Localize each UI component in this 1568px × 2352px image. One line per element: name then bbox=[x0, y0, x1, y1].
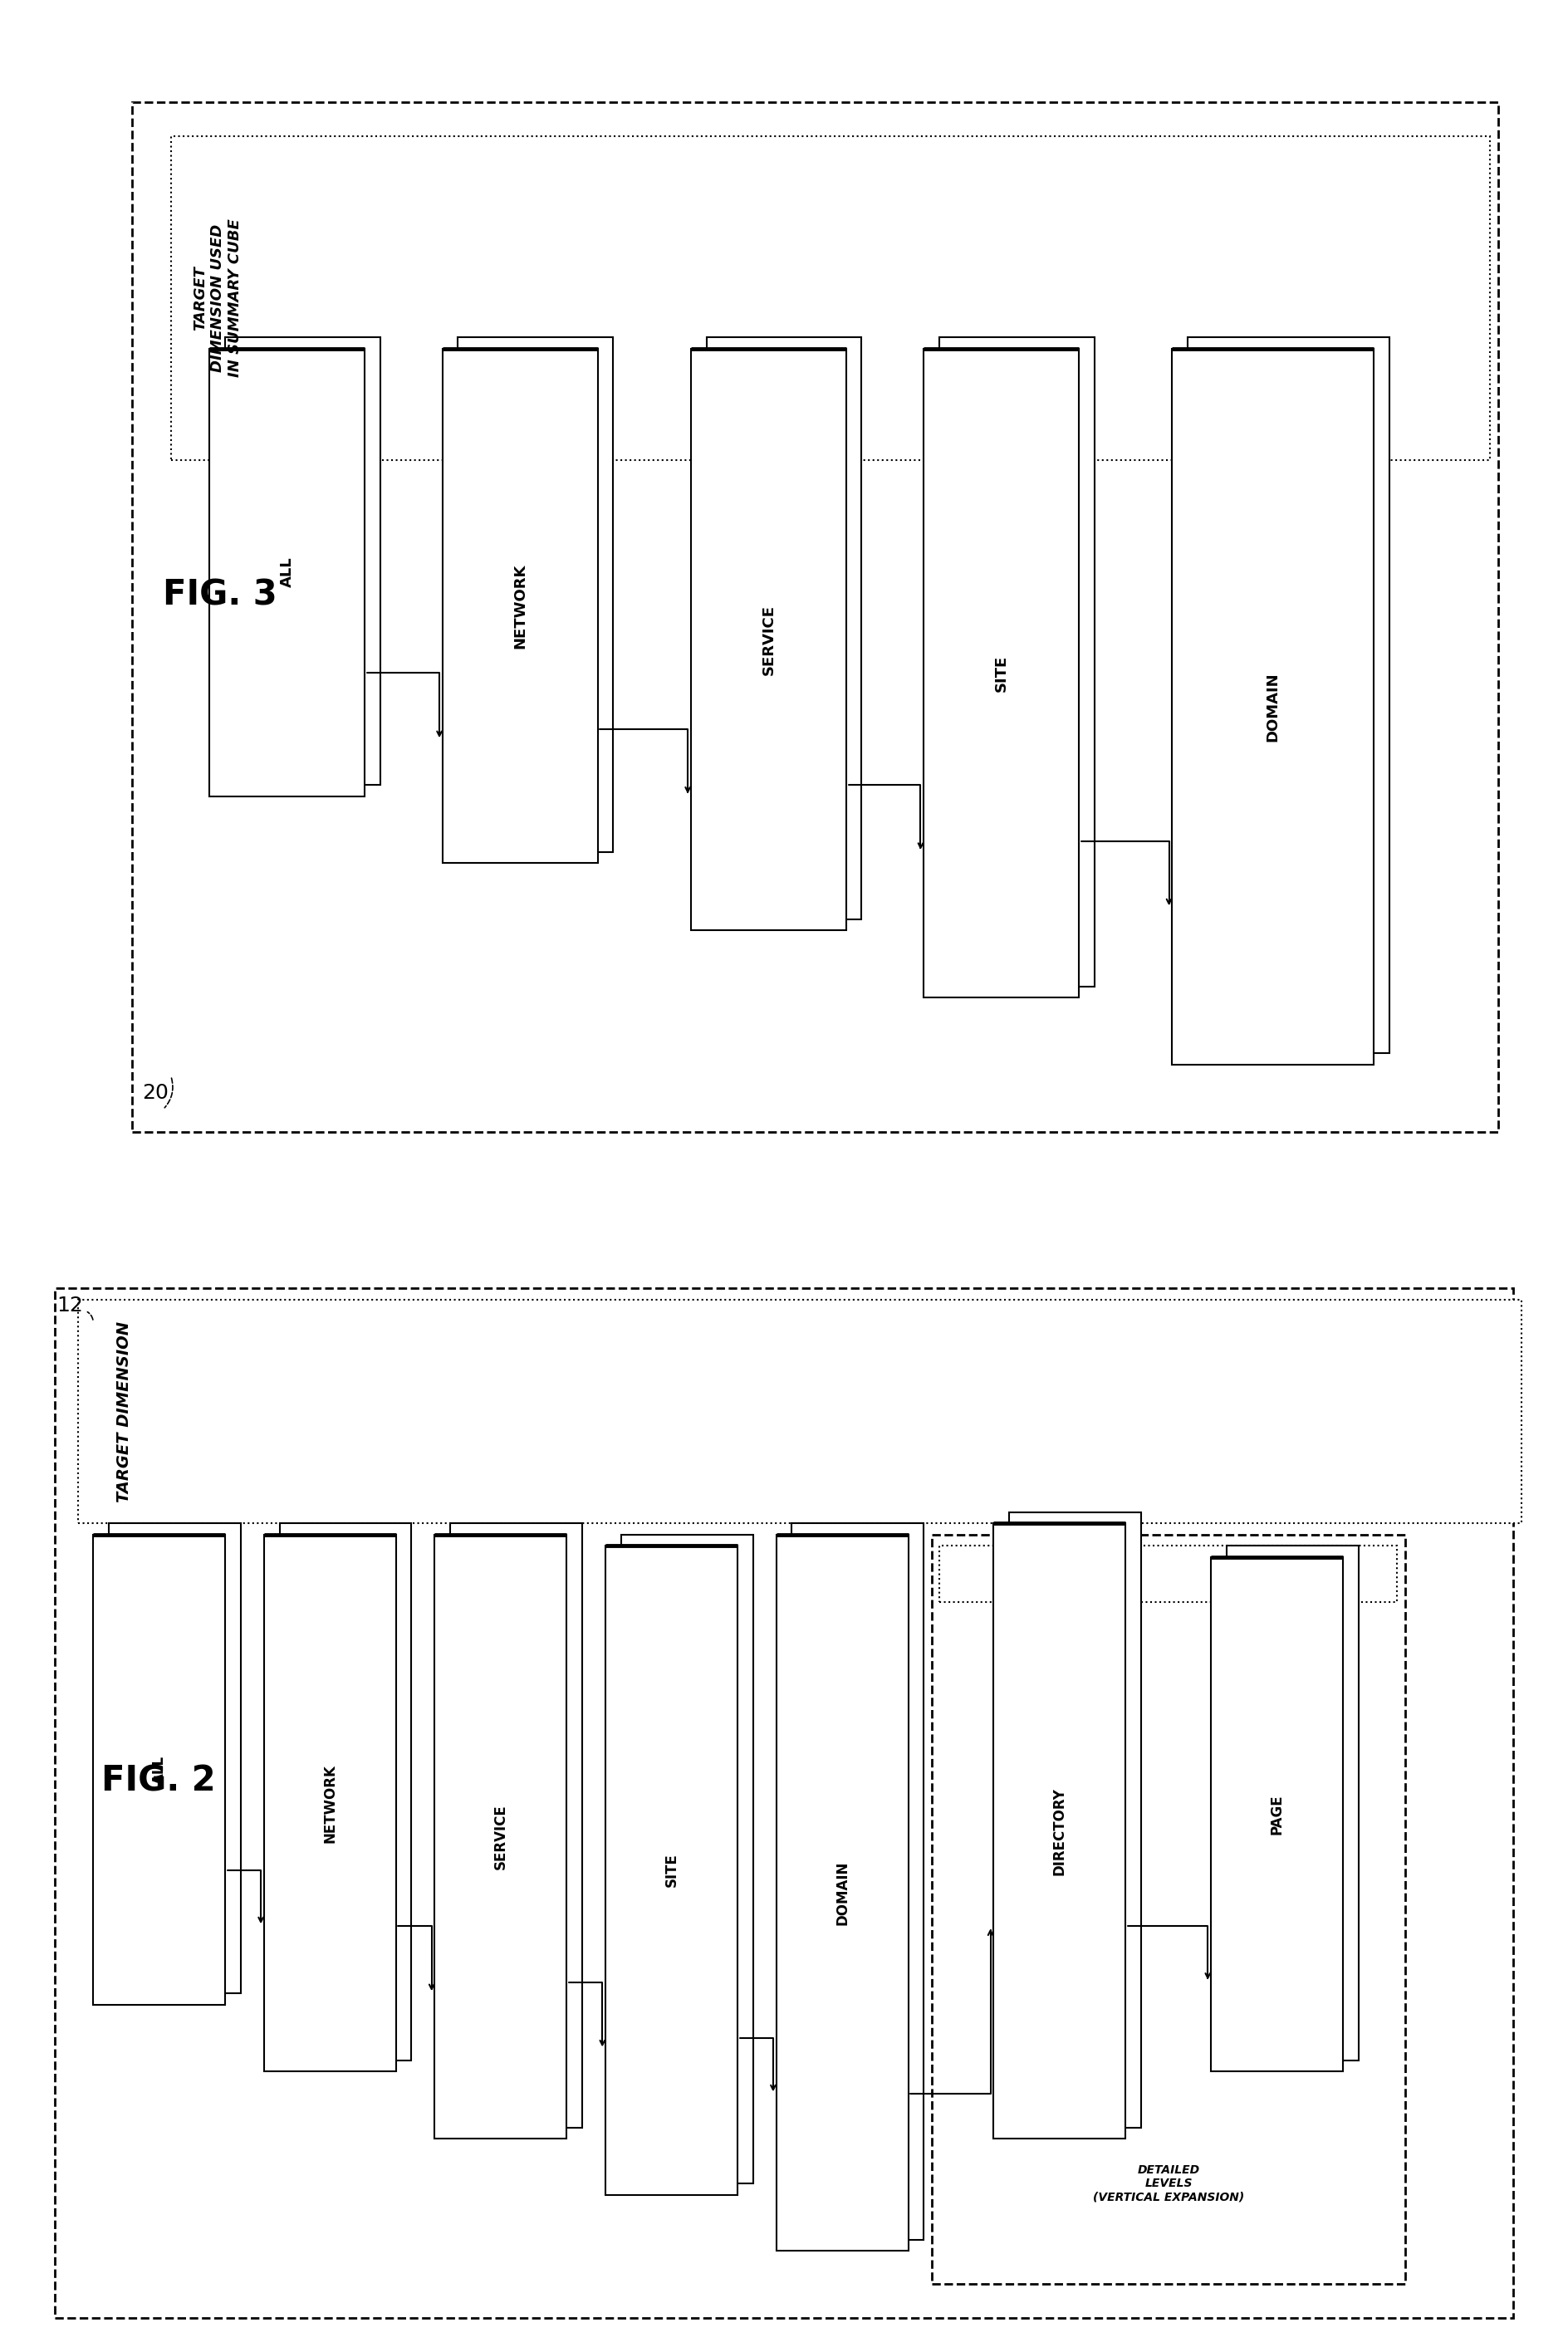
Bar bbox=[450, 1524, 582, 2129]
Bar bbox=[78, 1301, 1521, 1524]
Text: TARGET
DIMENSION USED
IN SUMMARY CUBE: TARGET DIMENSION USED IN SUMMARY CUBE bbox=[193, 219, 241, 376]
Text: FIG. 2: FIG. 2 bbox=[100, 1764, 215, 1799]
Bar bbox=[171, 136, 1490, 461]
Bar bbox=[442, 348, 597, 863]
Text: SITE: SITE bbox=[994, 654, 1008, 691]
Bar bbox=[939, 1545, 1397, 1602]
Bar bbox=[1210, 1557, 1342, 2072]
Text: SERVICE: SERVICE bbox=[494, 1804, 508, 1870]
Bar bbox=[792, 1524, 924, 2239]
Bar bbox=[132, 103, 1497, 1131]
Text: PAGE: PAGE bbox=[1270, 1795, 1284, 1835]
Text: DETAILED
LEVELS
(VERTICAL EXPANSION): DETAILED LEVELS (VERTICAL EXPANSION) bbox=[1093, 2164, 1245, 2204]
Text: 20: 20 bbox=[143, 1082, 168, 1103]
Bar bbox=[434, 1534, 566, 2138]
Bar bbox=[1226, 1545, 1358, 2060]
Bar bbox=[93, 1534, 226, 2004]
Bar bbox=[706, 336, 862, 920]
Bar bbox=[994, 1524, 1126, 2138]
Text: NETWORK: NETWORK bbox=[323, 1764, 337, 1842]
Text: ALL: ALL bbox=[152, 1755, 166, 1783]
Bar bbox=[691, 348, 847, 931]
Text: ALL: ALL bbox=[279, 557, 295, 588]
Bar bbox=[263, 1534, 395, 2072]
Bar bbox=[776, 1534, 908, 2251]
Bar bbox=[621, 1534, 753, 2183]
Bar bbox=[1010, 1512, 1142, 2129]
Bar bbox=[210, 348, 365, 795]
Text: DOMAIN: DOMAIN bbox=[1265, 673, 1281, 741]
Bar bbox=[924, 348, 1079, 997]
Bar bbox=[458, 336, 613, 851]
Bar bbox=[108, 1524, 241, 1994]
Bar bbox=[605, 1545, 737, 2194]
Bar bbox=[931, 1534, 1405, 2284]
Text: SERVICE: SERVICE bbox=[760, 604, 776, 675]
Bar bbox=[226, 336, 381, 786]
Text: SITE: SITE bbox=[663, 1853, 679, 1886]
Bar bbox=[1187, 336, 1389, 1054]
Text: DOMAIN: DOMAIN bbox=[834, 1860, 850, 1924]
Text: 12: 12 bbox=[56, 1296, 83, 1315]
Text: DIRECTORY: DIRECTORY bbox=[1052, 1788, 1066, 1875]
Bar bbox=[1171, 348, 1374, 1065]
Bar bbox=[939, 336, 1094, 985]
Text: FIG. 3: FIG. 3 bbox=[163, 576, 278, 612]
Bar bbox=[279, 1524, 411, 2060]
Text: NETWORK: NETWORK bbox=[513, 564, 527, 649]
Text: TARGET DIMENSION: TARGET DIMENSION bbox=[116, 1322, 132, 1503]
